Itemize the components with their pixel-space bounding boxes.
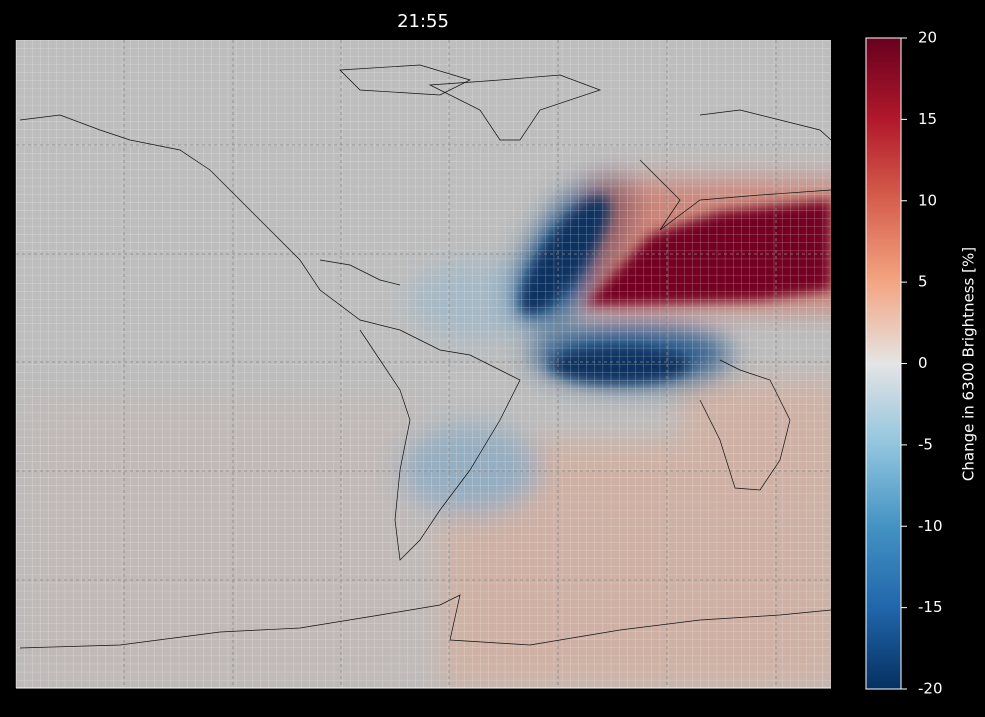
colorbar-tick-label: -15 bbox=[918, 598, 943, 616]
title: 21:55 bbox=[397, 11, 449, 32]
colorbar-tick-label: 20 bbox=[918, 29, 937, 47]
colorbar-tick-label: 0 bbox=[918, 354, 928, 372]
colorbar-tick-label: 5 bbox=[918, 273, 928, 291]
colorbar-tick-label: -5 bbox=[918, 435, 933, 453]
map bbox=[16, 40, 831, 688]
colorbar-tick-label: -20 bbox=[918, 680, 943, 698]
colorbar bbox=[865, 37, 902, 690]
colorbar-tick-label: -10 bbox=[918, 517, 943, 535]
colorbar-tick-label: 15 bbox=[918, 110, 937, 128]
colorbar-tick-label: 10 bbox=[918, 191, 937, 209]
colorbar-label: Change in 6300 Brightness [%] bbox=[960, 247, 978, 481]
